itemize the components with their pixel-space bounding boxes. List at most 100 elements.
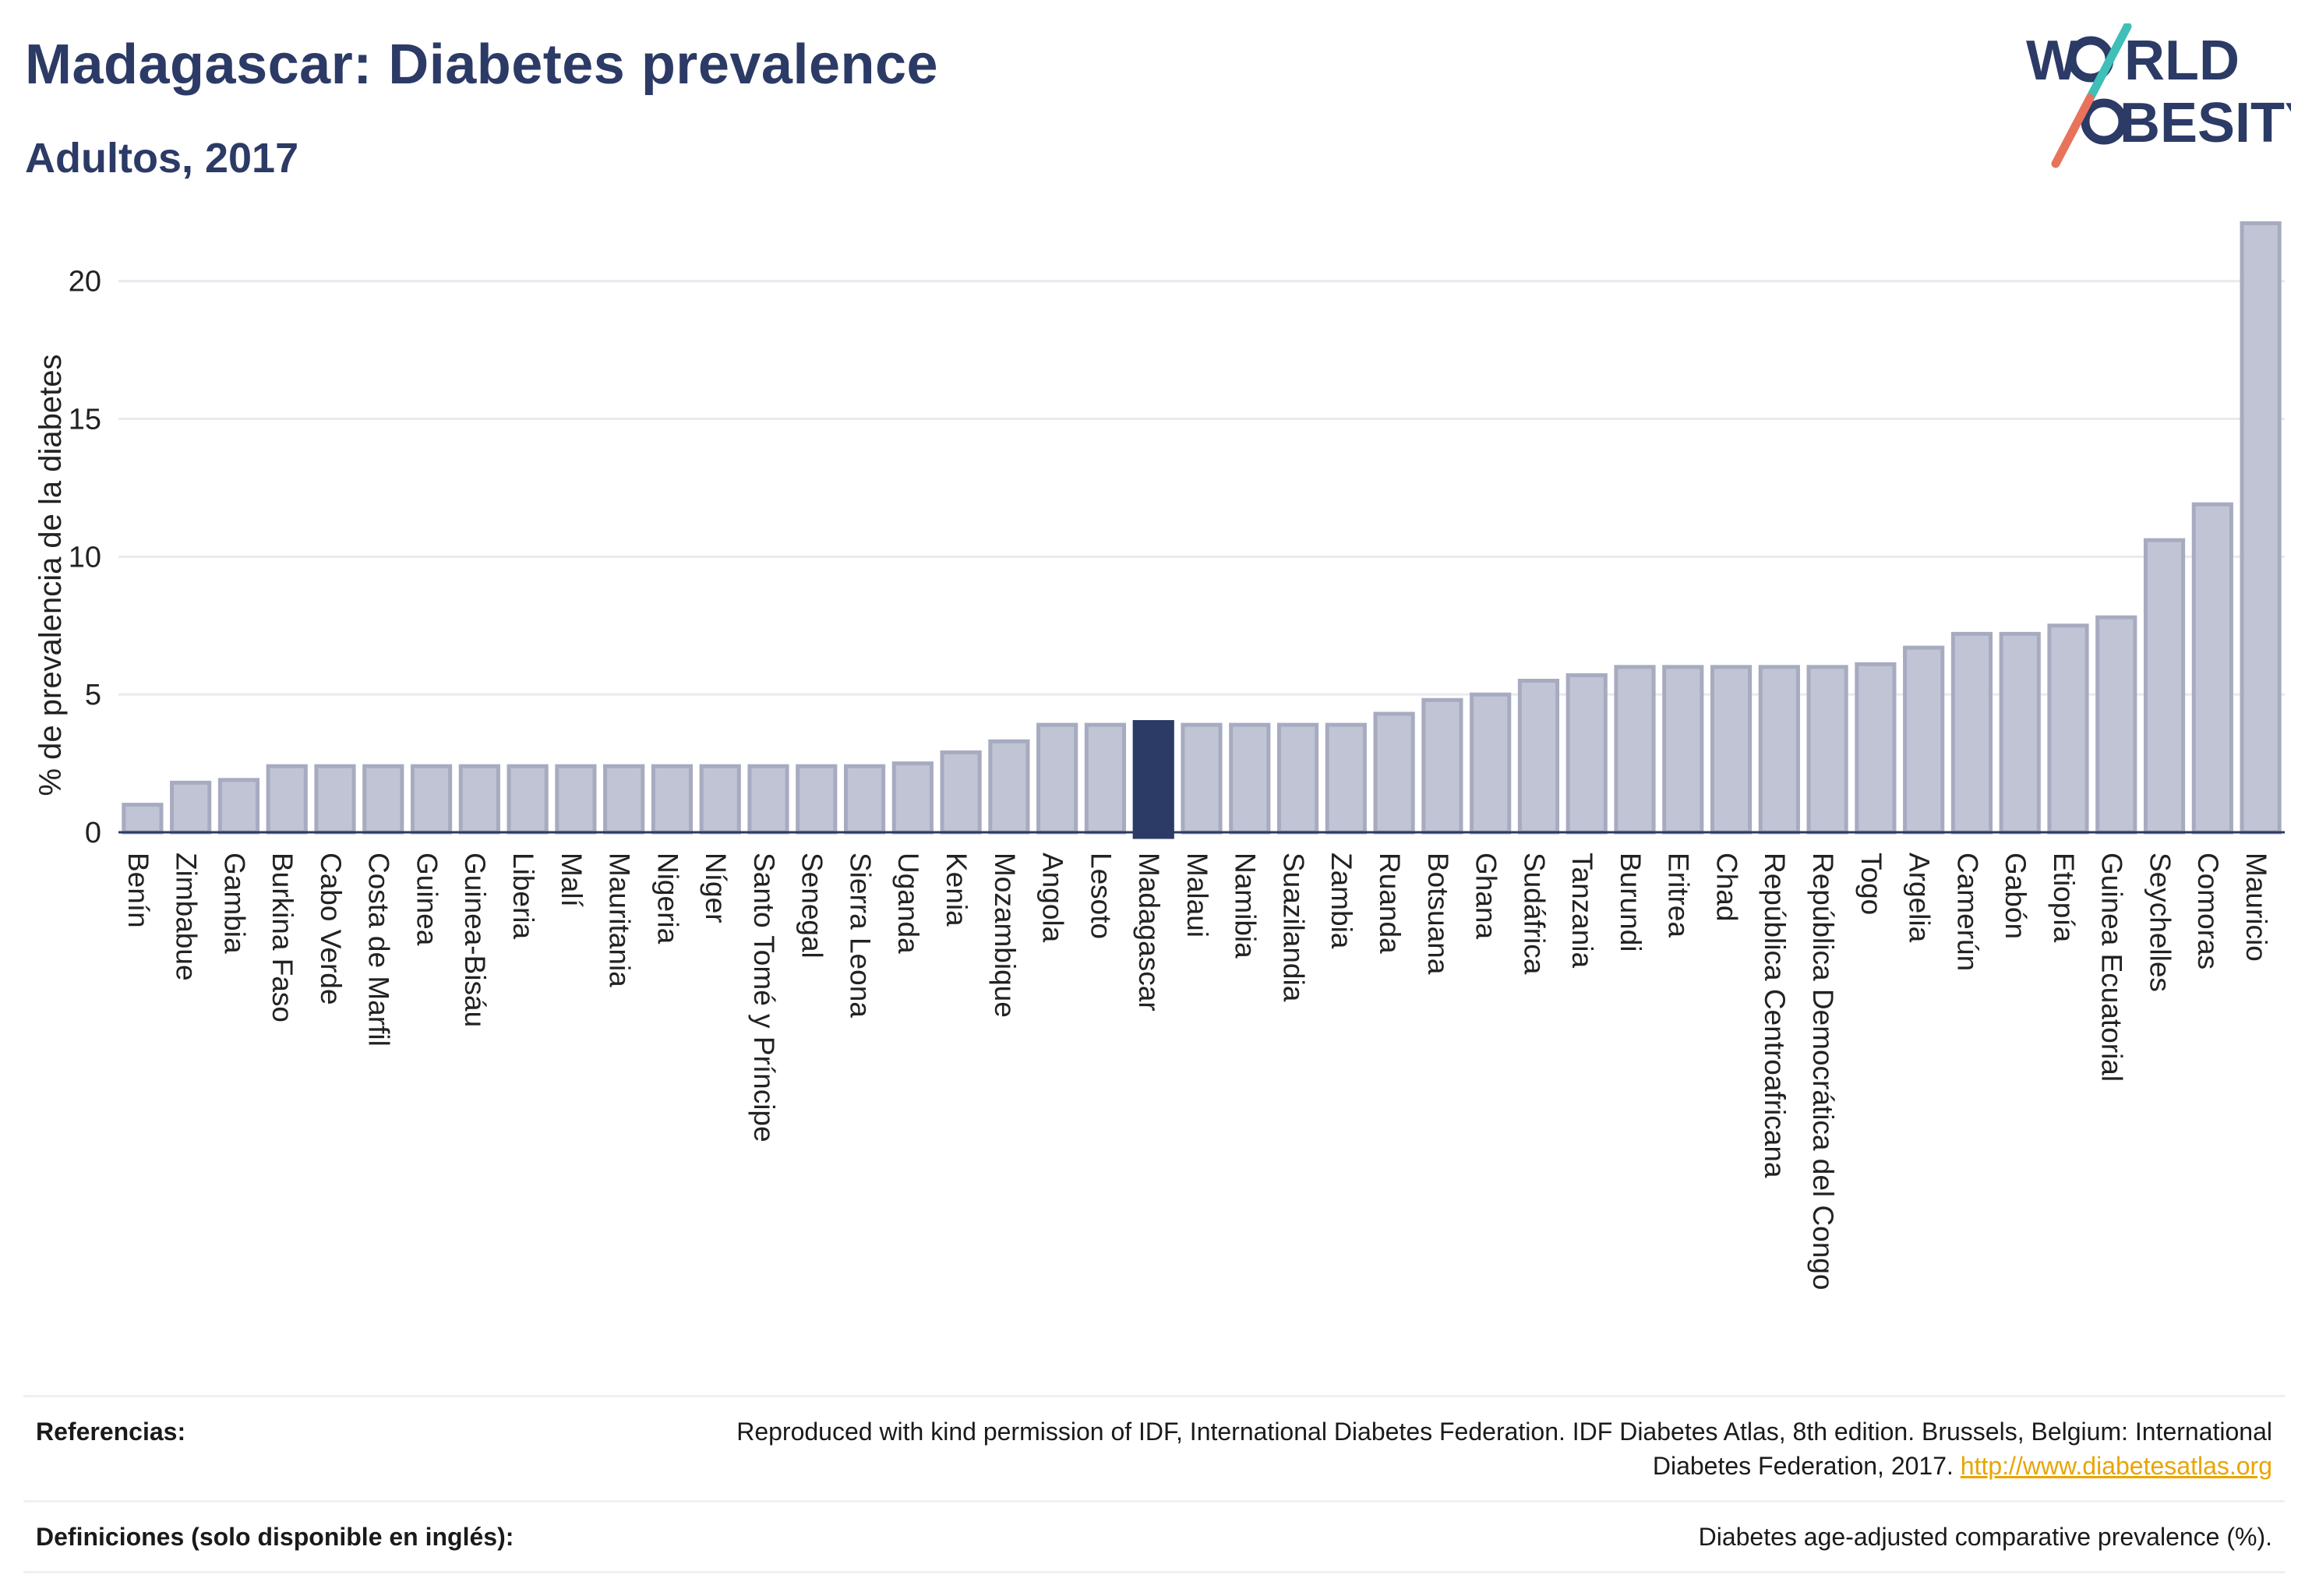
bar[interactable] <box>2143 538 2186 835</box>
bar[interactable] <box>1999 631 2041 835</box>
y-axis-label: % de prevalencia de la diabetes <box>34 354 68 796</box>
footer-references: Referencias: Reproduced with kind permis… <box>23 1395 2285 1500</box>
x-tick-label: Chad <box>1710 853 1742 921</box>
bar[interactable] <box>217 778 260 835</box>
bar[interactable] <box>940 750 982 835</box>
bar[interactable] <box>1325 722 1367 835</box>
bar[interactable] <box>1276 722 1319 835</box>
bar[interactable] <box>843 764 886 835</box>
bar[interactable] <box>1903 645 1945 835</box>
bar[interactable] <box>555 764 597 835</box>
x-tick-label: Argelia <box>1904 853 1936 943</box>
logo-text-besity: BESITY <box>2120 92 2291 154</box>
x-tick-label: Mozambique <box>989 853 1021 1018</box>
bar[interactable] <box>1421 697 1463 835</box>
logo-slash-top <box>2085 23 2132 103</box>
x-tick-label: Burkina Faso <box>267 853 298 1022</box>
x-tick-label: Guinea <box>411 853 443 946</box>
x-tick-label: Namibia <box>1230 853 1262 959</box>
y-tick-label: 10 <box>69 541 101 574</box>
bar[interactable] <box>2240 221 2282 835</box>
bar[interactable] <box>1373 711 1415 835</box>
x-tick-label: Kenia <box>941 853 972 927</box>
x-tick-label: Ghana <box>1470 853 1502 940</box>
bar[interactable] <box>2191 502 2233 835</box>
x-tick-label: Suazilandia <box>1277 853 1309 1002</box>
bar[interactable] <box>1950 631 1993 835</box>
y-tick-label: 15 <box>69 404 101 436</box>
references-link[interactable]: http://www.diabetesatlas.org <box>1960 1452 2272 1480</box>
bar[interactable] <box>458 764 500 835</box>
bar[interactable] <box>1758 665 1800 835</box>
bar[interactable] <box>603 764 645 835</box>
y-tick-label: 20 <box>69 266 101 298</box>
bar[interactable] <box>1181 722 1223 835</box>
bar[interactable] <box>1662 665 1704 835</box>
bar[interactable] <box>651 764 694 835</box>
x-tick-label: Senegal <box>796 853 828 959</box>
x-tick-label: República Democrática del Congo <box>1807 853 1839 1290</box>
x-tick-label: Sudáfrica <box>1518 853 1550 975</box>
bar[interactable] <box>2047 623 2089 835</box>
x-tick-label: Angola <box>1037 853 1069 943</box>
x-tick-label: Costa de Marfil <box>363 853 395 1047</box>
x-tick-label: Malí <box>556 853 588 908</box>
x-tick-label: Guinea-Bisáu <box>459 853 491 1027</box>
bar-highlight[interactable] <box>1132 720 1174 839</box>
x-tick-label: Zambia <box>1325 853 1357 949</box>
logo-o-bottom <box>2081 98 2127 145</box>
footer-definitions: Definiciones (solo disponible en inglés)… <box>23 1500 2285 1573</box>
chart-title: Madagascar: Diabetes prevalence <box>25 34 939 96</box>
bar[interactable] <box>1806 665 1848 835</box>
bar[interactable] <box>1710 665 1753 835</box>
x-tick-label: Gabón <box>2000 853 2031 939</box>
logo-text-rld: RLD <box>2124 30 2240 92</box>
bar[interactable] <box>122 803 164 835</box>
bar[interactable] <box>266 764 308 835</box>
x-tick-label: Burundi <box>1615 853 1647 952</box>
definitions-label: Definiciones (solo disponible en inglés)… <box>36 1523 514 1551</box>
x-tick-label: Lesoto <box>1085 853 1117 939</box>
x-tick-label: Mauritania <box>604 853 636 987</box>
x-tick-label: Cabo Verde <box>315 853 347 1005</box>
x-tick-label: Botsuana <box>1422 853 1454 975</box>
bar[interactable] <box>314 764 356 835</box>
x-tick-label: Comoras <box>2192 853 2224 969</box>
x-tick-label: Nigeria <box>651 853 683 945</box>
x-tick-label: Etiopía <box>2048 853 2080 943</box>
bar[interactable] <box>1517 679 1560 835</box>
bar[interactable] <box>1855 662 1897 835</box>
x-tick-label: Níger <box>700 853 732 923</box>
bar[interactable] <box>362 764 404 835</box>
references-text: Reproduced with kind permission of IDF, … <box>698 1414 2272 1483</box>
bar[interactable] <box>2095 615 2137 835</box>
chart-footer: Referencias: Reproduced with kind permis… <box>23 1395 2285 1573</box>
x-tick-label: Ruanda <box>1374 853 1406 954</box>
bar-chart: 0 5 10 15 20 Benín Zimbabue Gambia Burkina Faso… <box>34 221 2285 1290</box>
x-tick-label: Benín <box>122 853 154 928</box>
bar[interactable] <box>1470 692 1512 835</box>
references-body: Reproduced with kind permission of IDF, … <box>736 1418 2272 1480</box>
references-label: Referencias: <box>36 1418 186 1446</box>
bar[interactable] <box>1565 673 1608 835</box>
bar[interactable] <box>796 764 838 835</box>
y-tick-labels: 0 5 10 15 20 <box>69 266 101 849</box>
bar[interactable] <box>1229 722 1271 835</box>
bar[interactable] <box>1084 722 1127 835</box>
bar[interactable] <box>699 764 741 835</box>
x-tick-label: Malaui <box>1181 853 1213 937</box>
bar[interactable] <box>988 739 1030 835</box>
bar[interactable] <box>747 764 789 835</box>
bar[interactable] <box>1614 665 1656 835</box>
x-tick-label: Uganda <box>892 853 924 954</box>
bar[interactable] <box>410 764 453 835</box>
bar[interactable] <box>507 764 549 835</box>
y-tick-label: 0 <box>85 817 101 849</box>
bar[interactable] <box>170 780 212 835</box>
x-tick-label: Santo Tomé y Príncipe <box>748 853 780 1142</box>
x-tick-label: Sierra Leona <box>844 853 876 1018</box>
x-tick-labels: Benín Zimbabue Gambia Burkina Faso Cabo Verd… <box>122 853 2272 1290</box>
bar[interactable] <box>1036 722 1078 835</box>
bar[interactable] <box>891 761 934 835</box>
